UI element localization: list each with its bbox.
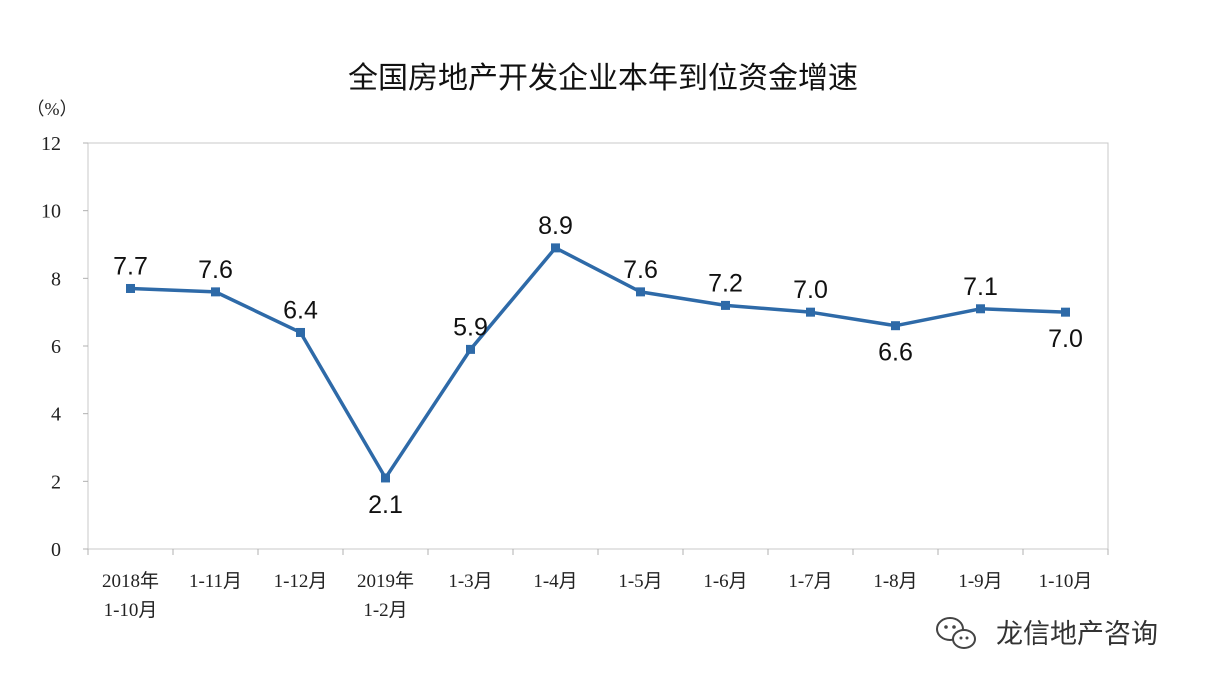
chart-title: 全国房地产开发企业本年到位资金增速 bbox=[348, 61, 858, 96]
watermark: 龙信地产咨询 bbox=[936, 617, 1158, 650]
data-point-marker bbox=[211, 287, 220, 297]
x-tick-label: 1-4月 bbox=[533, 571, 577, 592]
data-label: 7.7 bbox=[113, 252, 148, 280]
data-label: 5.9 bbox=[453, 313, 488, 341]
y-tick-label: 0 bbox=[51, 539, 61, 561]
series-line bbox=[126, 243, 1070, 483]
data-point-marker bbox=[381, 473, 390, 483]
data-point-marker bbox=[1061, 307, 1070, 317]
data-point-marker bbox=[466, 344, 475, 354]
data-labels: 7.7 7.6 6.4 2.1 5.9 8.9 7.6 7.2 7.0 6.6 7.1 7.0 bbox=[113, 212, 1083, 519]
x-tick-label: 1-9月 bbox=[958, 571, 1002, 592]
data-point-marker bbox=[806, 307, 815, 317]
x-tick-label: 1-10月 bbox=[104, 600, 158, 621]
series-path bbox=[130, 246, 1066, 480]
data-label: 7.2 bbox=[708, 269, 743, 297]
x-tick-label: 1-7月 bbox=[788, 571, 832, 592]
data-label: 7.0 bbox=[1048, 325, 1083, 353]
x-tick-label: 1-10月 bbox=[1039, 571, 1093, 592]
data-point-marker bbox=[721, 300, 730, 310]
plot-area-frame bbox=[87, 142, 1109, 550]
data-point-marker bbox=[551, 243, 560, 253]
y-axis: 0 2 4 6 8 10 12 bbox=[41, 133, 88, 561]
data-point-marker bbox=[636, 287, 645, 297]
y-axis-unit: （%） bbox=[27, 99, 78, 119]
x-tick-label: 1-6月 bbox=[703, 571, 747, 592]
y-tick-label: 10 bbox=[41, 201, 61, 223]
x-tick-label: 1-3月 bbox=[448, 571, 492, 592]
data-point-marker bbox=[891, 321, 900, 331]
data-label: 2.1 bbox=[368, 491, 403, 519]
data-label: 6.6 bbox=[878, 339, 913, 367]
data-label: 7.6 bbox=[623, 256, 658, 284]
y-tick-label: 6 bbox=[51, 336, 61, 358]
x-axis: 2018年 1-10月 1-11月 1-12月 2019年 1-2月 1-3月 1-4月 1-5… bbox=[87, 549, 1109, 621]
y-tick-label: 2 bbox=[51, 471, 61, 493]
wechat-icon bbox=[936, 617, 976, 649]
data-point-marker bbox=[296, 327, 305, 337]
x-tick-label: 2019年 bbox=[357, 570, 414, 592]
x-tick-label: 1-11月 bbox=[189, 571, 242, 592]
y-tick-label: 8 bbox=[51, 268, 61, 290]
x-tick-label: 1-2月 bbox=[363, 600, 407, 621]
data-label: 8.9 bbox=[538, 212, 573, 240]
data-label: 7.1 bbox=[963, 273, 998, 301]
watermark-text: 龙信地产咨询 bbox=[996, 619, 1158, 650]
data-point-marker bbox=[126, 283, 135, 293]
x-tick-label: 1-5月 bbox=[618, 571, 662, 592]
data-label: 7.6 bbox=[198, 256, 233, 284]
x-tick-label: 2018年 bbox=[102, 570, 159, 592]
y-tick-label: 12 bbox=[41, 133, 61, 155]
x-tick-label: 1-12月 bbox=[274, 571, 328, 592]
data-point-marker bbox=[976, 304, 985, 314]
data-label: 6.4 bbox=[283, 296, 318, 324]
x-tick-label: 1-8月 bbox=[873, 571, 917, 592]
y-tick-label: 4 bbox=[51, 404, 61, 426]
data-label: 7.0 bbox=[793, 276, 828, 304]
